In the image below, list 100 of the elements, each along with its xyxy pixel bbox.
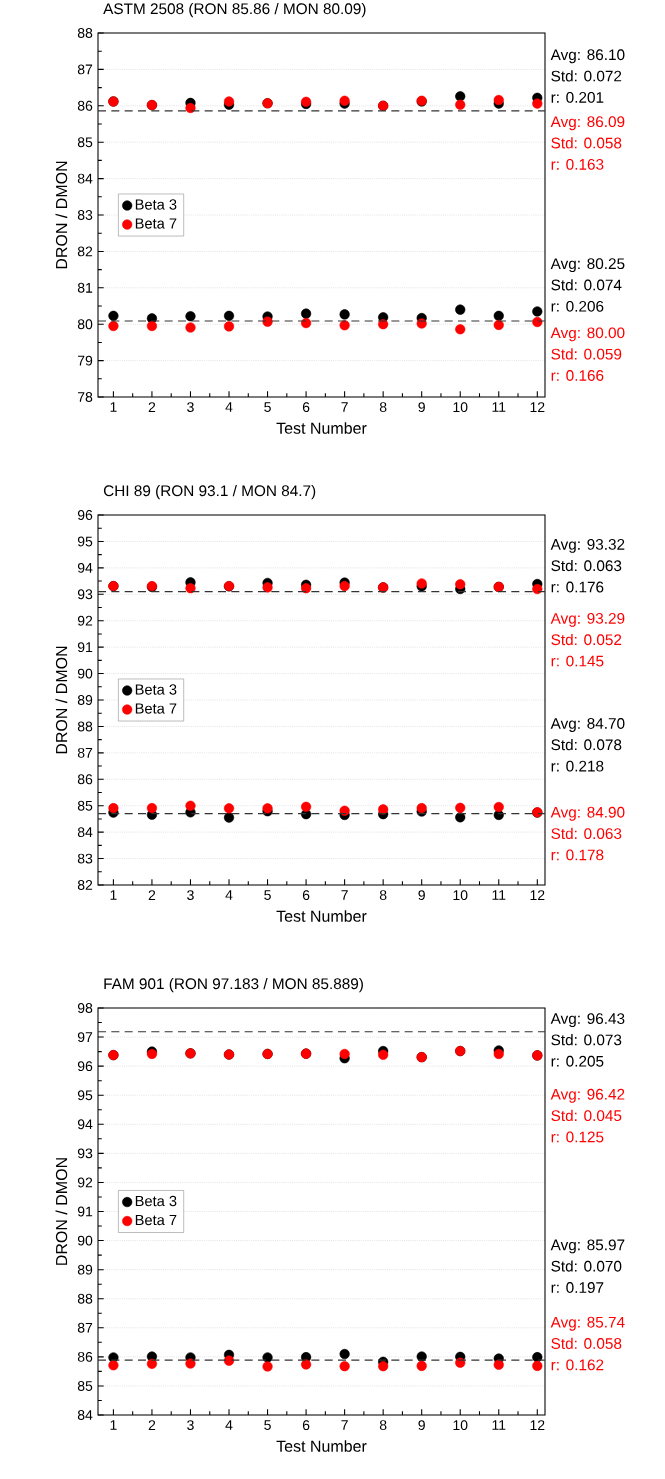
y-tick-label: 93 xyxy=(77,589,93,600)
legend-label: Beta 7 xyxy=(135,218,177,229)
x-tick-label: 10 xyxy=(453,890,468,901)
y-tick-label: 89 xyxy=(77,1264,93,1275)
text: Avg: 85.74 xyxy=(550,1316,625,1331)
text: r: 0.206 xyxy=(551,300,604,312)
y-tick-label: 93 xyxy=(77,1148,93,1159)
y-tick-label: 95 xyxy=(77,536,93,547)
text: Avg: 84.90 xyxy=(550,806,625,821)
text: Std: 0.078 xyxy=(551,738,622,751)
y-tick-label: 82 xyxy=(77,246,93,257)
text: Std: 0.058 xyxy=(551,137,622,149)
x-tick-label: 7 xyxy=(341,402,348,412)
y-tick-label: 83 xyxy=(77,210,93,220)
x-tick-label: 12 xyxy=(530,402,545,412)
text: Avg: 80.25 xyxy=(550,258,625,273)
y-tick-label: 78 xyxy=(77,392,93,402)
x-tick-label: 6 xyxy=(302,402,310,413)
text: Avg: 86.09 xyxy=(550,116,625,131)
y-axis-title: DRON / DMON xyxy=(55,161,68,269)
text: Std: 0.052 xyxy=(551,633,622,646)
y-tick-label: 87 xyxy=(77,747,93,758)
text: Std: 0.045 xyxy=(551,1109,622,1122)
text: r: 0.201 xyxy=(551,91,604,103)
x-tick-label: 6 xyxy=(302,890,310,901)
text: Std: 0.070 xyxy=(551,1260,622,1272)
x-tick-label: 11 xyxy=(492,402,506,412)
x-tick-label: 3 xyxy=(187,402,194,413)
text: Avg: 96.43 xyxy=(550,1013,625,1028)
x-tick-label: 8 xyxy=(379,1420,387,1431)
chart-title: FAM 901 (RON 97.183 / MON 85.889) xyxy=(104,977,363,993)
text: r: 0.176 xyxy=(551,581,604,593)
x-tick-label: 10 xyxy=(453,402,468,413)
y-tick-label: 86 xyxy=(77,774,93,785)
text: Avg: 93.32 xyxy=(550,538,625,553)
y-tick-label: 85 xyxy=(77,800,93,811)
text: r: 0.178 xyxy=(551,849,604,861)
y-tick-label: 87 xyxy=(77,1322,93,1333)
y-tick-label: 83 xyxy=(77,853,93,864)
y-axis-title: DRON / DMON xyxy=(55,1158,68,1265)
y-tick-label: 94 xyxy=(77,1119,93,1130)
y-tick-label: 81 xyxy=(77,282,93,293)
x-tick-label: 9 xyxy=(418,402,425,413)
text: Avg: 80.00 xyxy=(550,327,625,342)
x-tick-label: 1 xyxy=(110,890,117,900)
y-tick-label: 98 xyxy=(77,1003,93,1013)
y-tick-label: 88 xyxy=(77,28,93,38)
text: Avg: 86.10 xyxy=(550,49,625,64)
y-tick-label: 96 xyxy=(77,510,93,520)
legend-label: Beta 3 xyxy=(135,199,177,210)
x-tick-label: 12 xyxy=(530,1420,545,1430)
legend-label: Beta 7 xyxy=(135,1214,177,1226)
text: r: 0.205 xyxy=(551,1055,604,1067)
y-tick-label: 95 xyxy=(77,1090,93,1101)
text: r: 0.163 xyxy=(551,158,604,170)
y-tick-label: 86 xyxy=(77,1351,93,1362)
legend-label: Beta 3 xyxy=(135,1195,177,1207)
x-tick-label: 8 xyxy=(379,402,387,413)
x-tick-label: 2 xyxy=(148,402,156,412)
text: Avg: 96.42 xyxy=(550,1088,625,1103)
x-tick-label: 2 xyxy=(148,890,156,900)
y-tick-label: 92 xyxy=(77,615,93,626)
y-tick-label: 89 xyxy=(77,695,93,705)
y-tick-label: 94 xyxy=(77,562,93,573)
x-tick-label: 1 xyxy=(110,1420,117,1430)
y-tick-label: 91 xyxy=(77,642,93,653)
y-tick-label: 91 xyxy=(77,1206,93,1217)
x-tick-label: 10 xyxy=(453,1420,468,1431)
x-tick-label: 4 xyxy=(225,1420,233,1430)
text: r: 0.166 xyxy=(551,370,604,381)
text: Std: 0.072 xyxy=(551,70,622,82)
x-tick-label: 7 xyxy=(341,890,348,900)
y-tick-label: 92 xyxy=(77,1177,93,1188)
y-tick-label: 90 xyxy=(77,1235,93,1246)
y-tick-label: 86 xyxy=(77,100,93,111)
text: Std: 0.059 xyxy=(551,348,622,360)
x-tick-label: 4 xyxy=(225,890,233,900)
text: Std: 0.073 xyxy=(551,1034,622,1046)
x-tick-label: 8 xyxy=(379,890,387,901)
y-tick-label: 80 xyxy=(77,319,93,330)
x-axis-title: Test Number xyxy=(276,1440,367,1452)
y-tick-label: 90 xyxy=(77,668,93,679)
x-tick-label: 5 xyxy=(264,1420,271,1430)
text: Std: 0.063 xyxy=(551,559,622,572)
y-tick-label: 84 xyxy=(77,173,93,184)
text: r: 0.197 xyxy=(551,1282,604,1293)
text: Std: 0.074 xyxy=(551,279,622,291)
text: Avg: 85.97 xyxy=(550,1239,625,1254)
x-tick-label: 6 xyxy=(302,1420,310,1431)
x-tick-label: 5 xyxy=(264,402,271,412)
legend-label: Beta 7 xyxy=(135,703,177,714)
y-tick-label: 84 xyxy=(77,827,93,838)
x-tick-label: 9 xyxy=(418,890,425,901)
text: Avg: 93.29 xyxy=(550,612,625,627)
x-tick-label: 12 xyxy=(530,890,545,900)
x-tick-label: 5 xyxy=(264,890,271,900)
x-tick-label: 3 xyxy=(187,1420,194,1431)
x-tick-label: 9 xyxy=(418,1420,425,1431)
text: r: 0.125 xyxy=(551,1131,604,1143)
text: r: 0.218 xyxy=(551,760,604,772)
